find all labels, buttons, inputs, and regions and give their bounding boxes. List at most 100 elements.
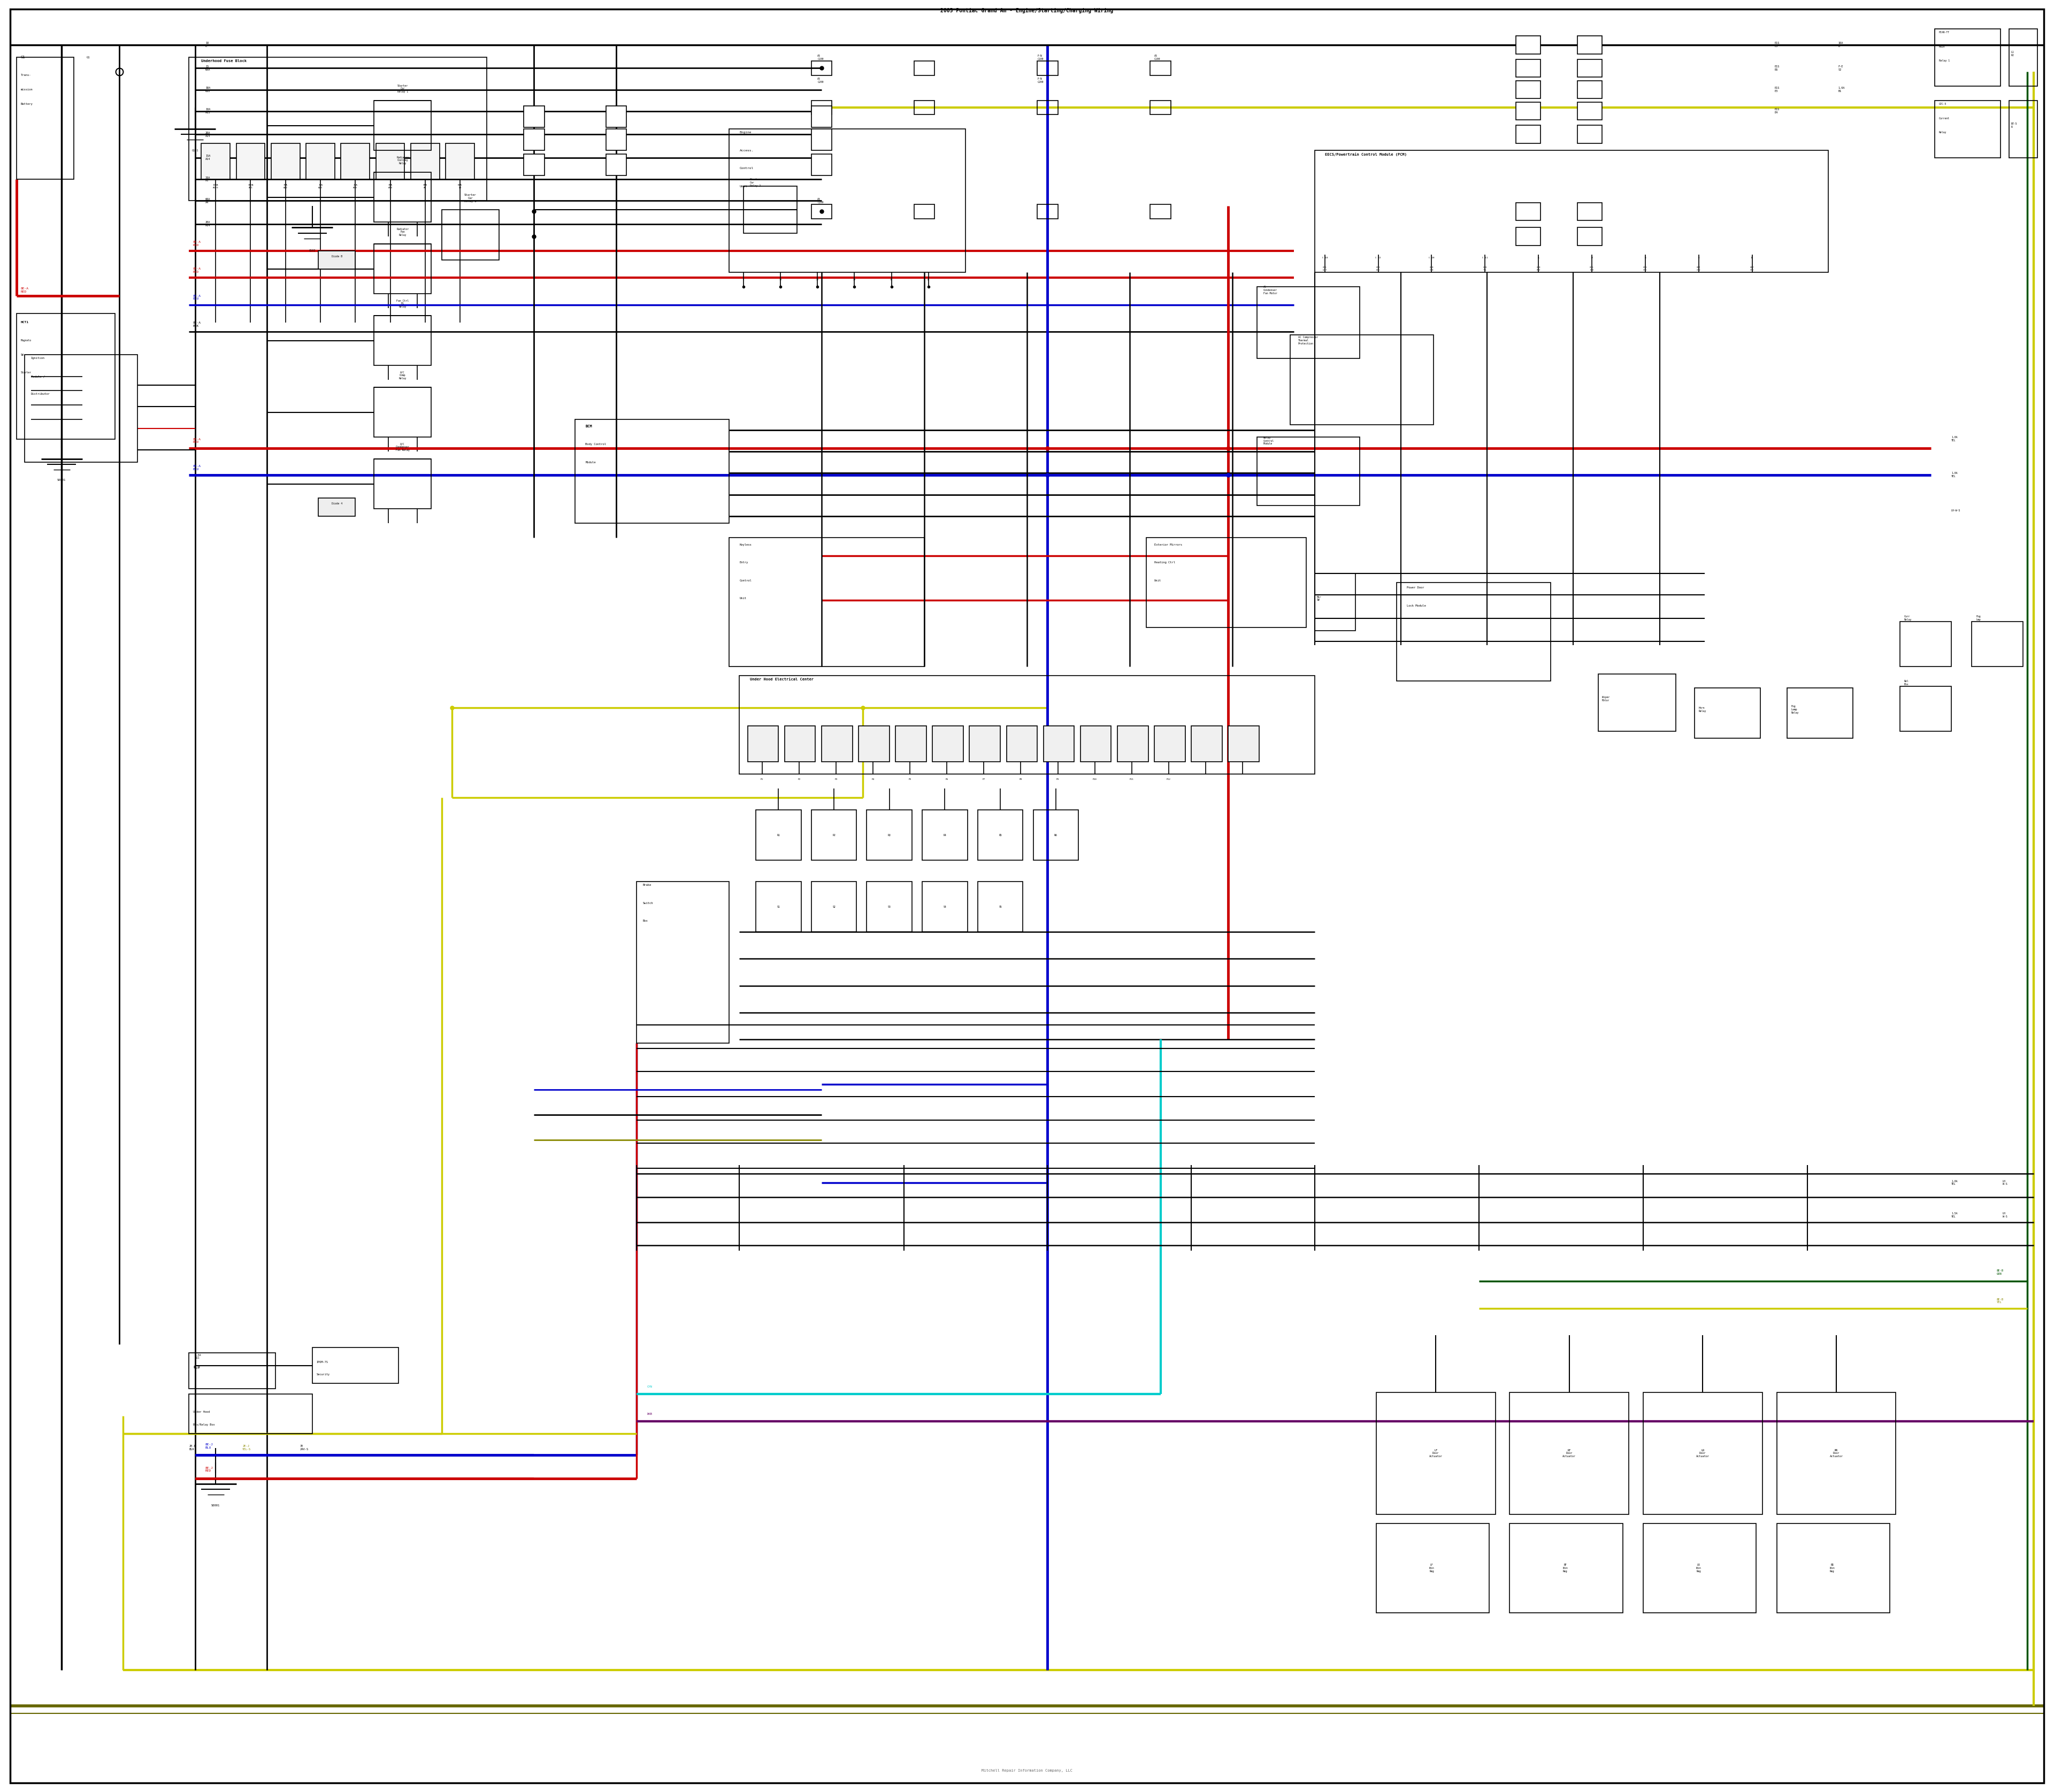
Bar — [446, 143, 474, 179]
Text: Underhood Fuse Block: Underhood Fuse Block — [201, 59, 246, 63]
Text: Magneto: Magneto — [21, 339, 31, 342]
Text: GTC-5: GTC-5 — [1939, 102, 1947, 106]
Text: 8E-A
RED: 8E-A RED — [21, 287, 29, 294]
Text: P8: P8 — [1019, 778, 1023, 781]
Bar — [374, 172, 431, 222]
Bar — [1150, 61, 1171, 75]
Bar — [1643, 1392, 1762, 1514]
Text: P3: P3 — [834, 778, 838, 781]
Bar — [811, 61, 832, 75]
Bar — [739, 676, 1315, 774]
Bar — [1516, 36, 1540, 54]
Text: P7: P7 — [982, 778, 986, 781]
Bar — [1043, 726, 1074, 762]
Text: Relay
Control
Module: Relay Control Module — [1263, 437, 1273, 444]
Text: R2: R2 — [832, 833, 836, 837]
Text: EECS/Powertrain Control Module (PCM): EECS/Powertrain Control Module (PCM) — [1325, 152, 1407, 156]
Bar — [1577, 228, 1602, 246]
Bar — [524, 106, 544, 127]
Bar — [306, 143, 335, 179]
Text: E1S
E4: E1S E4 — [1775, 108, 1779, 115]
Text: 7E
24V-S: 7E 24V-S — [300, 1444, 308, 1452]
Bar — [1577, 81, 1602, 99]
Text: Starter
Car
Relay 2: Starter Car Relay 2 — [464, 194, 477, 202]
Bar — [969, 726, 1000, 762]
Text: Curr
Relay: Curr Relay — [1904, 615, 1912, 622]
Text: 30A
A5: 30A A5 — [423, 185, 427, 188]
Bar — [811, 882, 857, 932]
Text: P2: P2 — [797, 778, 801, 781]
Text: Fog
Lmp: Fog Lmp — [1976, 615, 1980, 622]
Bar — [811, 810, 857, 860]
Text: 1.5A
A11: 1.5A A11 — [195, 1353, 201, 1360]
Text: C 22: C 22 — [1376, 256, 1380, 260]
Text: Lock Module: Lock Module — [1407, 604, 1425, 607]
Text: Main: Main — [1939, 45, 1945, 48]
Text: LH-W-S: LH-W-S — [1951, 509, 1960, 513]
Bar — [1006, 726, 1037, 762]
Text: 60A
A4: 60A A4 — [458, 185, 462, 188]
Text: 10: 10 — [778, 278, 783, 281]
Text: Exterior Mirrors: Exterior Mirrors — [1154, 543, 1183, 547]
Text: 8E-J
RED: 8E-J RED — [205, 1466, 214, 1473]
Bar — [1516, 102, 1540, 120]
Text: HCT1: HCT1 — [21, 321, 29, 324]
Bar — [236, 143, 265, 179]
Text: LR
Door
Actuator: LR Door Actuator — [1697, 1450, 1709, 1457]
Text: A3
C100: A3 C100 — [817, 54, 824, 61]
Bar — [978, 882, 1023, 932]
Text: R5: R5 — [998, 833, 1002, 837]
Text: 8E-A
BLK: 8E-A BLK — [193, 321, 201, 328]
Text: Starter
Car
Relay 1: Starter Car Relay 1 — [396, 84, 409, 93]
Bar — [811, 106, 832, 127]
Bar — [201, 143, 230, 179]
Text: 8RB
CRN: 8RB CRN — [1430, 267, 1434, 271]
Text: E1S
E6: E1S E6 — [1775, 65, 1779, 72]
Text: P5: P5 — [908, 778, 912, 781]
Text: SW: SW — [21, 353, 23, 357]
Bar — [1900, 686, 1951, 731]
Text: Bus/Relay Box: Bus/Relay Box — [193, 1423, 216, 1426]
Text: AC Compressor
Thermal
Protection: AC Compressor Thermal Protection — [1298, 337, 1319, 344]
Bar — [811, 154, 832, 176]
Bar — [978, 810, 1023, 860]
Text: Current: Current — [1939, 116, 1949, 120]
Text: Keyless: Keyless — [739, 543, 752, 547]
Text: Starter
Car
Relay 2: Starter Car Relay 2 — [750, 179, 760, 186]
Text: LR
Win
Reg: LR Win Reg — [1697, 1564, 1701, 1572]
Text: CYN: CYN — [647, 1385, 653, 1389]
Bar — [1516, 202, 1540, 220]
Text: S0001: S0001 — [58, 478, 66, 482]
Text: 15
KAA: 15 KAA — [205, 65, 210, 72]
Text: 8IT
CPN: 8IT CPN — [1697, 267, 1701, 271]
Text: IPOM-7S: IPOM-7S — [316, 1360, 329, 1364]
Bar — [575, 419, 729, 523]
Text: Body Control: Body Control — [585, 443, 606, 446]
Bar — [1695, 688, 1760, 738]
Bar — [1228, 726, 1259, 762]
Text: Control: Control — [739, 579, 752, 582]
Text: RR
Door
Actuator: RR Door Actuator — [1830, 1450, 1842, 1457]
Bar — [1315, 573, 1356, 631]
Text: R6: R6 — [1054, 833, 1058, 837]
Bar — [1598, 674, 1676, 731]
Bar — [1037, 100, 1058, 115]
Bar — [341, 143, 370, 179]
Text: Starter: Starter — [21, 371, 31, 375]
Bar — [376, 143, 405, 179]
Text: C 2H: C 2H — [1430, 256, 1434, 260]
Text: 8RB
BLK: 8RB BLK — [1590, 267, 1594, 271]
Text: 8E-A
BLU: 8E-A BLU — [193, 294, 201, 301]
Bar — [606, 106, 626, 127]
Text: G1: G1 — [86, 56, 90, 59]
Bar — [1154, 726, 1185, 762]
Text: P9: P9 — [1056, 778, 1060, 781]
Bar — [271, 143, 300, 179]
Text: L1
R2: L1 R2 — [2011, 50, 2013, 57]
Text: 20A
A14: 20A A14 — [205, 131, 210, 138]
Text: 15A
A22: 15A A22 — [283, 185, 288, 188]
Text: Fog
Lamp
Relay: Fog Lamp Relay — [1791, 706, 1799, 713]
Bar — [16, 314, 115, 439]
Text: Box: Box — [643, 919, 649, 923]
Text: Relay: Relay — [1939, 131, 1947, 134]
